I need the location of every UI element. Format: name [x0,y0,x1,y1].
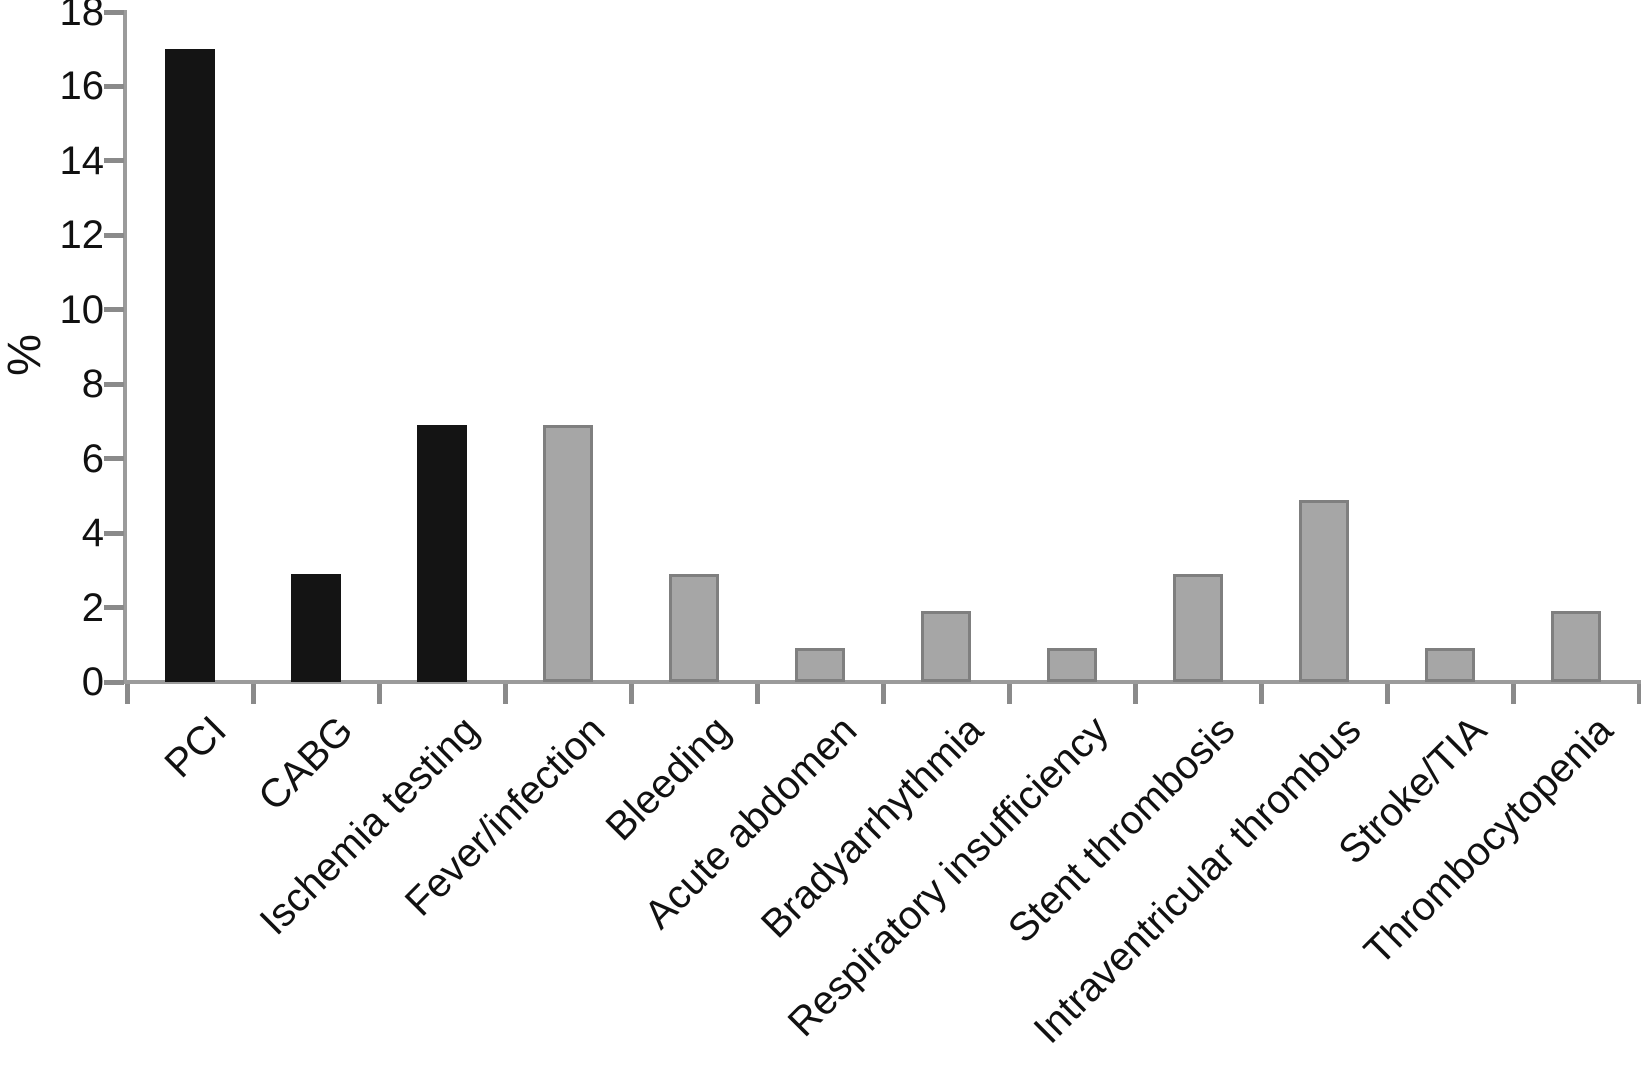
x-category-label-acute-abdomen: Acute abdomen [635,708,866,938]
x-tick-line [880,684,886,704]
bar-intraventricular-thrombus [1299,500,1349,682]
x-category-label-cabg: CABG [249,708,362,820]
bar-stent-thrombosis [1173,574,1223,682]
bar-stroke-tia [1425,648,1475,682]
x-category-label-thrombocytopenia: Thrombocytopenia [1355,708,1622,974]
bar-thrombocytopenia [1551,611,1601,682]
bar-ischemia-testing [417,425,467,682]
y-tick-line [104,307,124,313]
y-tick-line [104,83,124,89]
y-tick-label: 14 [59,138,105,183]
x-tick-line [1258,684,1264,704]
x-category-label-bradyarrhythmia: Bradyarrhythmia [752,708,992,947]
x-tick-line [754,684,760,704]
bar-bleeding [669,574,719,682]
y-tick-line [104,158,124,164]
x-axis-line [105,680,1641,684]
x-tick-line [250,684,256,704]
y-tick-line [104,381,124,387]
bar-cabg [291,574,341,682]
x-tick-line [1006,684,1012,704]
y-tick-label: 10 [59,287,105,332]
y-tick-line [104,679,124,685]
x-tick-line [1636,684,1641,704]
y-tick-line [104,232,124,238]
y-axis-line [123,10,127,684]
bar-fever-infection [543,425,593,682]
y-tick-line [104,530,124,536]
x-tick-line [1510,684,1516,704]
x-category-label-ischemia-testing: Ischemia testing [251,708,488,944]
x-tick-line [1384,684,1390,704]
y-tick-line [104,9,124,15]
bar-pci [165,49,215,682]
y-tick-label: 18 [59,0,105,34]
y-tick-line [104,605,124,611]
x-tick-line [124,684,130,704]
y-tick-line [104,456,124,462]
y-tick-label: 16 [59,64,105,109]
x-category-label-stent-thrombosis: Stent thrombosis [999,708,1244,952]
y-tick-label: 4 [81,511,104,556]
x-category-label-pci: PCI [156,708,236,787]
x-tick-line [502,684,508,704]
y-tick-label: 12 [59,213,105,258]
bar-acute-abdomen [795,648,845,682]
x-tick-line [1132,684,1138,704]
bar-bradyarrhythmia [921,611,971,682]
y-tick-label: 2 [81,585,104,630]
y-tick-label: 6 [81,436,104,481]
x-tick-line [376,684,382,704]
bar-respiratory-insufficiency [1047,648,1097,682]
x-tick-line [628,684,634,704]
y-tick-label: 0 [81,660,104,704]
y-tick-label: 8 [81,362,104,407]
